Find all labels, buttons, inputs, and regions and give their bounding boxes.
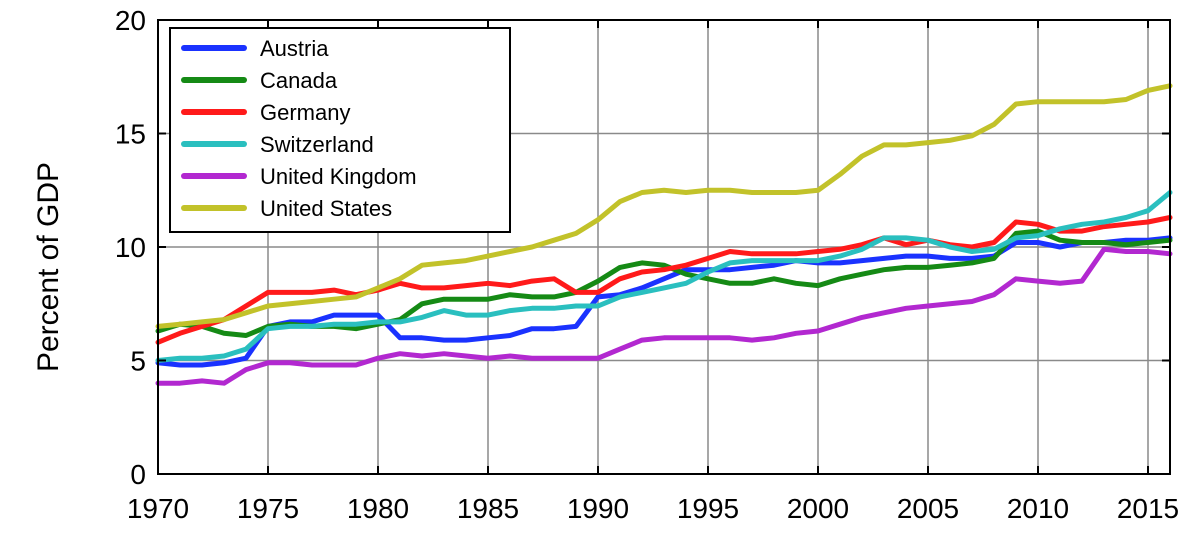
x-tick-label: 2005: [897, 493, 959, 524]
x-tick-label: 1970: [127, 493, 189, 524]
series-line-united-states: [155, 83, 1173, 329]
legend-label-switzerland: Switzerland: [260, 132, 374, 157]
x-tick-label: 1975: [237, 493, 299, 524]
x-tick-label: 1995: [677, 493, 739, 524]
legend: Austria Canada Germany Switzerland United Ki…: [169, 27, 511, 233]
y-tick-label: 0: [130, 459, 146, 490]
legend-label-germany: Germany: [260, 100, 350, 125]
axis-ticks: 0 5 10 15 20 1970 1975 1980 1985 1990 1995 2000 2005…: [115, 5, 1179, 524]
y-tick-label: 5: [130, 346, 146, 377]
legend-label-canada: Canada: [260, 68, 338, 93]
x-tick-label: 1985: [457, 493, 519, 524]
series-line-germany: [155, 215, 1173, 345]
legend-label-austria: Austria: [260, 36, 329, 61]
y-axis-title: Percent of GDP: [32, 162, 65, 372]
legend-label-united-kingdom: United Kingdom: [260, 164, 417, 189]
y-tick-label: 20: [115, 5, 146, 36]
series-line-switzerland: [155, 190, 1173, 363]
legend-label-united-states: United States: [260, 196, 392, 221]
y-tick-label: 10: [115, 232, 146, 263]
x-tick-label: 2010: [1007, 493, 1069, 524]
y-tick-label: 15: [115, 119, 146, 150]
legend-box: [169, 27, 511, 233]
series-line-united-kingdom: [155, 246, 1173, 386]
x-tick-label: 1990: [567, 493, 629, 524]
x-tick-label: 2015: [1117, 493, 1179, 524]
series-lines: [155, 83, 1173, 386]
x-tick-label: 1980: [347, 493, 409, 524]
x-tick-label: 2000: [787, 493, 849, 524]
